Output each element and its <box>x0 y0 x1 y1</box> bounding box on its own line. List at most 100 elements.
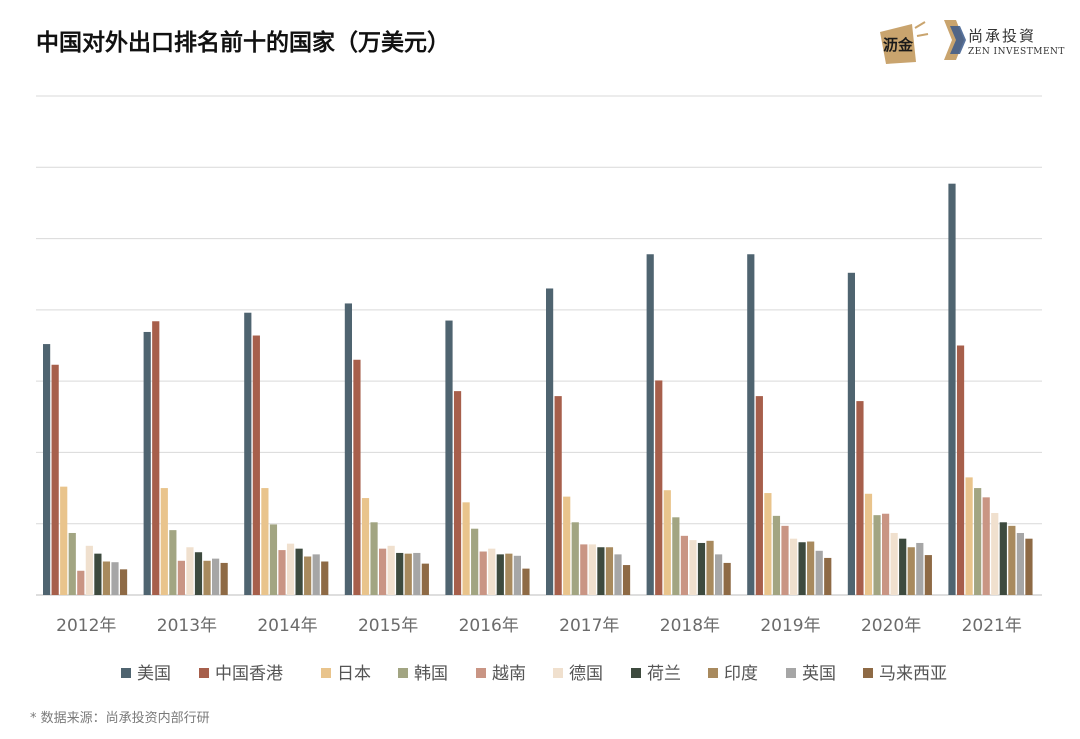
bars <box>43 183 1033 595</box>
lijin-logo: 沥金 <box>880 21 929 64</box>
legend-swatch <box>708 668 718 678</box>
legend-swatch <box>476 668 486 678</box>
zen-logo-mark-blue <box>950 26 966 54</box>
legend-swatch <box>398 668 408 678</box>
chart-title: 中国对外出口排名前十的国家（万美元） <box>36 29 450 56</box>
legend-label: 韩国 <box>414 664 448 684</box>
bar <box>421 563 429 595</box>
bar <box>789 538 798 595</box>
bar <box>387 545 395 595</box>
bar <box>956 345 965 595</box>
x-tick-label: 2015年 <box>358 616 418 636</box>
lijin-logo-shape <box>880 24 916 64</box>
bar <box>68 532 76 595</box>
bar <box>948 183 956 595</box>
bar <box>546 288 554 595</box>
bar <box>361 498 370 595</box>
x-tick-label: 2020年 <box>861 616 921 636</box>
bar <box>991 513 999 595</box>
legend-swatch <box>631 668 641 678</box>
bar <box>798 542 806 595</box>
bar <box>244 312 252 595</box>
bar <box>882 513 890 595</box>
bar <box>815 550 823 595</box>
x-tick-label: 2018年 <box>660 616 720 636</box>
bar <box>479 551 487 595</box>
bar <box>413 552 421 595</box>
bar <box>312 554 320 595</box>
zen-logo: 尚承投資 ZEN INVESTMENT <box>944 20 1065 60</box>
bar <box>396 552 404 595</box>
legend-swatch <box>553 668 563 678</box>
bar <box>94 553 102 595</box>
legend-label: 马来西亚 <box>879 664 947 684</box>
bar <box>755 396 763 595</box>
bar <box>212 558 220 595</box>
gridlines <box>36 95 1042 596</box>
bar <box>781 525 789 595</box>
legend-label: 印度 <box>724 664 758 684</box>
zen-logo-text: 尚承投資 <box>968 27 1036 45</box>
bar <box>445 320 453 595</box>
x-tick-label: 2012年 <box>56 616 116 636</box>
bar <box>278 550 286 595</box>
bar <box>605 547 614 595</box>
bar <box>344 303 352 595</box>
bar <box>622 565 631 595</box>
bar <box>522 568 530 595</box>
bar <box>51 364 59 595</box>
bar <box>907 547 915 595</box>
bar <box>890 532 898 595</box>
bar <box>186 547 194 595</box>
x-tick-label: 2017年 <box>559 616 619 636</box>
bar <box>864 493 873 595</box>
bar <box>60 486 68 595</box>
x-tick-label: 2013年 <box>157 616 217 636</box>
legend-swatch <box>321 668 331 678</box>
bar <box>571 522 579 595</box>
bar <box>916 542 924 595</box>
bar <box>706 540 714 595</box>
bar <box>655 380 663 595</box>
legend-swatch <box>121 668 131 678</box>
x-tick-label: 2019年 <box>760 616 820 636</box>
bar <box>505 553 513 595</box>
bar <box>286 543 295 595</box>
bar <box>723 562 731 595</box>
bar <box>747 254 755 595</box>
bar <box>697 542 706 595</box>
zen-logo-subtext: ZEN INVESTMENT <box>968 47 1065 57</box>
bar <box>1025 538 1033 595</box>
bar <box>496 554 504 595</box>
bar <box>370 522 378 595</box>
bar <box>856 401 864 595</box>
bar <box>462 502 470 595</box>
bar <box>715 554 723 595</box>
bar <box>614 554 622 595</box>
bar <box>554 396 562 595</box>
bar <box>102 561 111 595</box>
bar <box>252 335 260 595</box>
bar <box>169 530 177 595</box>
bar <box>77 570 85 595</box>
legend-swatch <box>863 668 873 678</box>
bar <box>672 517 680 595</box>
legend-swatch <box>199 668 209 678</box>
bar <box>974 488 982 595</box>
bar <box>663 490 671 595</box>
bar <box>203 560 211 595</box>
legend: 美国 中国香港 日本 韩国 越南 德国 荷兰 印度 英国 马来西亚 <box>121 664 947 684</box>
bar <box>295 548 303 595</box>
bar <box>772 515 781 595</box>
x-tick-label: 2014年 <box>257 616 317 636</box>
bar <box>999 522 1007 595</box>
bar <box>119 569 128 595</box>
bar <box>152 321 160 595</box>
bar <box>982 497 990 595</box>
bar <box>177 560 185 595</box>
bar <box>1016 532 1024 595</box>
legend-label: 中国香港 <box>215 664 283 684</box>
legend-label: 越南 <box>492 664 526 684</box>
bar <box>220 562 228 595</box>
bar <box>873 515 881 595</box>
